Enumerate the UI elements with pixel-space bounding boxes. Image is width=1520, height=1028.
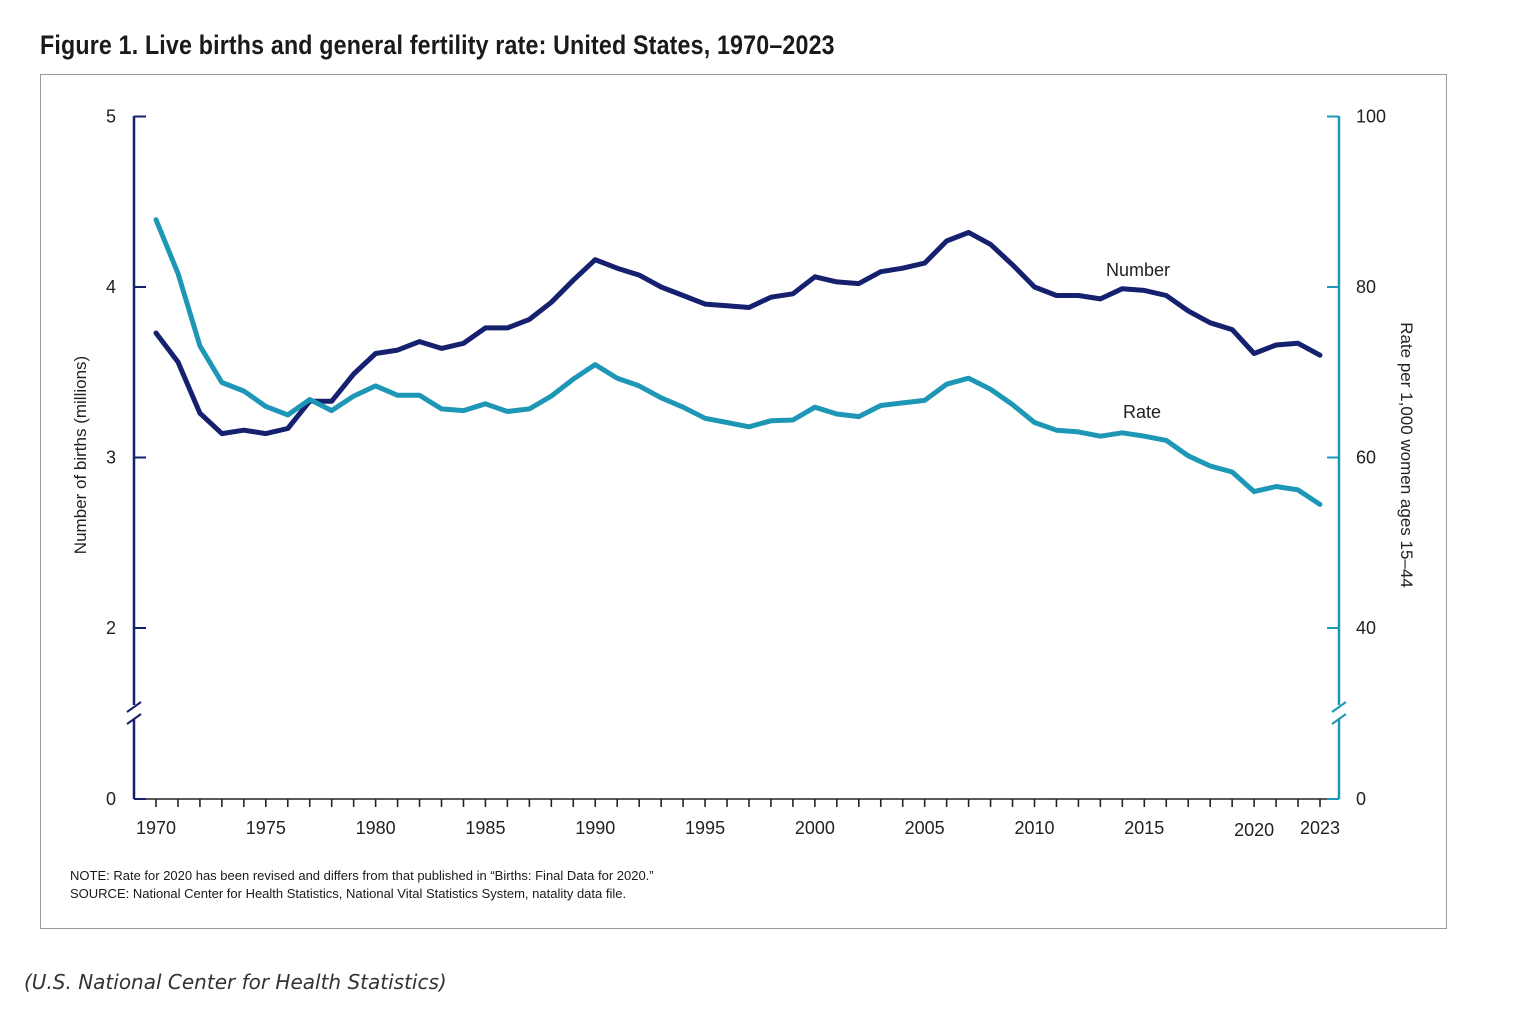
series-line-rate xyxy=(153,217,1323,507)
chart-labels: Number Rate xyxy=(1106,260,1170,422)
left-axis-tick-label: 5 xyxy=(106,107,116,127)
x-axis-tick-label: 2010 xyxy=(1014,818,1054,838)
axes: 0 2 3 4 5 0 40 60 80 100 1970 1975 1980 1985 1990 1995 2… xyxy=(71,107,1416,841)
left-axis-tick-label: 0 xyxy=(106,789,116,809)
left-axis-break-mark xyxy=(126,713,142,725)
right-axis-tick-label: 80 xyxy=(1356,277,1376,297)
series-label-rate: Rate xyxy=(1123,402,1161,422)
right-axis-break-mark xyxy=(1331,701,1347,713)
x-axis-tick-label: 2000 xyxy=(795,818,835,838)
left-axis-tick-label: 2 xyxy=(106,618,116,638)
x-axis-tick-label: 1980 xyxy=(356,818,396,838)
series-line-number xyxy=(153,229,1323,437)
x-axis-tick-label: 2015 xyxy=(1124,818,1164,838)
series-lines xyxy=(153,217,1323,507)
note-text: NOTE: Rate for 2020 has been revised and… xyxy=(70,868,654,883)
x-axis-tick-label: 2023 xyxy=(1300,818,1340,838)
chart-notes: NOTE: Rate for 2020 has been revised and… xyxy=(70,867,654,903)
x-axis-tick-label: 1990 xyxy=(575,818,615,838)
series-label-number: Number xyxy=(1106,260,1170,280)
right-axis-tick-label: 0 xyxy=(1356,789,1366,809)
x-axis-tick-label: 2020 xyxy=(1234,820,1274,840)
left-axis-break-mark xyxy=(126,701,142,713)
left-axis-tick-label: 3 xyxy=(106,448,116,468)
chart-frame xyxy=(40,74,1447,929)
x-axis-tick-label: 1995 xyxy=(685,818,725,838)
right-axis-tick-label: 60 xyxy=(1356,448,1376,468)
right-axis-break-mark xyxy=(1331,713,1347,725)
chart-title: Figure 1. Live births and general fertil… xyxy=(40,30,835,60)
x-axis-tick-label: 2005 xyxy=(905,818,945,838)
right-axis-tick-label: 40 xyxy=(1356,618,1376,638)
right-axis-title: Rate per 1,000 women ages 15–44 xyxy=(1397,322,1416,588)
image-credit: (U.S. National Center for Health Statist… xyxy=(24,970,447,994)
x-axis-tick-label: 1985 xyxy=(465,818,505,838)
right-axis-tick-label: 100 xyxy=(1356,107,1386,127)
x-axis-tick-label: 1975 xyxy=(246,818,286,838)
left-axis-tick-label: 4 xyxy=(106,277,116,297)
x-axis-tick-label: 1970 xyxy=(136,818,176,838)
source-text: SOURCE: National Center for Health Stati… xyxy=(70,886,627,901)
left-axis-title: Number of births (millions) xyxy=(71,356,90,554)
